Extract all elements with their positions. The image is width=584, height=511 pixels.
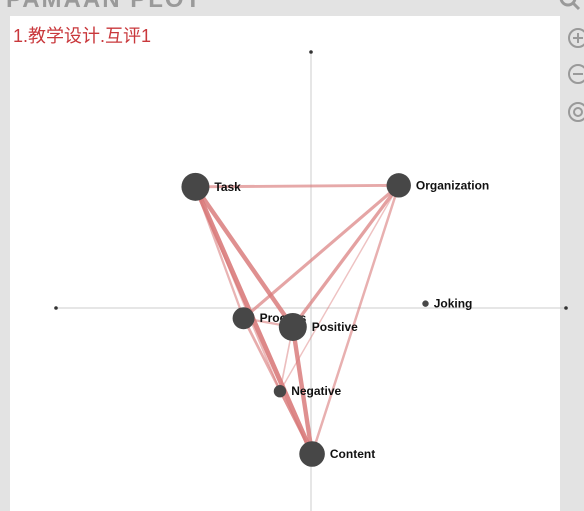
node-positive xyxy=(278,312,307,341)
node-label-joking: Joking xyxy=(434,297,473,311)
node-label-organization: Organization xyxy=(416,178,489,192)
node-label-negative: Negative xyxy=(291,384,341,398)
edge-task-positive xyxy=(193,184,295,330)
edge-organization-positive xyxy=(291,183,401,329)
node-label-positive: Positive xyxy=(312,320,358,334)
zoom-in-icon[interactable] xyxy=(566,26,584,50)
node-content xyxy=(299,441,325,467)
node-joking xyxy=(422,300,429,307)
node-organization xyxy=(386,173,411,198)
zoom-out-icon[interactable] xyxy=(566,62,584,86)
plot-toolbar xyxy=(558,0,584,511)
y-axis-end-marker xyxy=(309,50,313,54)
search-icon[interactable] xyxy=(558,0,582,12)
node-negative xyxy=(273,385,287,398)
node-label-content: Content xyxy=(330,447,375,461)
edge-task-process xyxy=(194,185,245,320)
node-task xyxy=(181,172,210,201)
edge-task-organization xyxy=(193,183,401,189)
x-axis-end-marker xyxy=(54,306,58,310)
node-label-task: Task xyxy=(214,180,241,194)
reset-view-icon[interactable] xyxy=(566,100,584,124)
nodes: TaskOrganizationProcessPositiveNegativeC… xyxy=(181,172,489,467)
edge-organization-content xyxy=(310,184,400,456)
top-bar: PAMAAN PLOT xyxy=(0,0,584,16)
edge-positive-content xyxy=(290,324,315,457)
node-process xyxy=(232,307,255,330)
window-title: PAMAAN PLOT xyxy=(6,0,202,14)
plot-canvas xyxy=(10,16,560,511)
edge-organization-process xyxy=(242,183,401,320)
edge-task-negative xyxy=(194,185,281,393)
x-axis-end-marker xyxy=(564,306,568,310)
plot-title: 1.教学设计.互评1 xyxy=(13,26,152,46)
edge-organization-negative xyxy=(279,184,400,392)
